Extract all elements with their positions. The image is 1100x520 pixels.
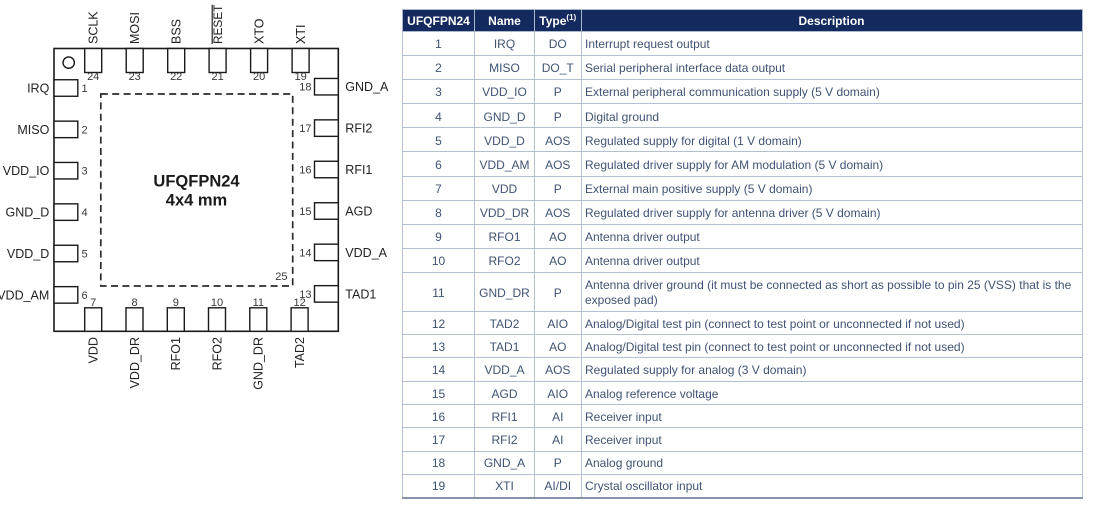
svg-text:12: 12 (293, 297, 305, 309)
svg-text:2: 2 (82, 124, 88, 136)
svg-text:8: 8 (131, 297, 137, 309)
svg-text:GND_D: GND_D (6, 206, 50, 220)
svg-text:22: 22 (170, 71, 182, 83)
svg-text:RFO1: RFO1 (169, 337, 183, 370)
svg-text:4x4 mm: 4x4 mm (166, 192, 227, 210)
svg-text:23: 23 (129, 71, 141, 83)
svg-text:VDD: VDD (87, 337, 101, 363)
svg-text:3: 3 (82, 166, 88, 178)
svg-text:GND_DR: GND_DR (252, 337, 266, 390)
svg-text:RFI1: RFI1 (345, 163, 372, 177)
svg-text:RFO2: RFO2 (210, 337, 224, 370)
svg-text:10: 10 (211, 297, 223, 309)
svg-text:16: 16 (299, 165, 311, 177)
svg-text:19: 19 (294, 71, 306, 83)
svg-text:21: 21 (211, 71, 223, 83)
svg-text:TAD1: TAD1 (345, 287, 376, 301)
svg-text:15: 15 (299, 206, 311, 218)
svg-text:UFQFPN24: UFQFPN24 (153, 172, 240, 190)
svg-text:18: 18 (299, 82, 311, 94)
svg-text:RFI2: RFI2 (345, 122, 372, 136)
svg-text:RESET: RESET (211, 5, 225, 44)
svg-text:SCLK: SCLK (87, 11, 101, 44)
svg-text:VDD_A: VDD_A (345, 246, 387, 260)
svg-text:MISO: MISO (17, 123, 49, 137)
svg-text:XTO: XTO (253, 18, 267, 44)
svg-text:14: 14 (299, 247, 311, 259)
svg-text:AGD: AGD (345, 204, 372, 218)
svg-text:13: 13 (299, 289, 311, 301)
svg-text:20: 20 (253, 71, 265, 83)
svg-text:17: 17 (299, 123, 311, 135)
svg-text:7: 7 (90, 297, 96, 309)
svg-text:1: 1 (82, 83, 88, 95)
svg-text:6: 6 (82, 290, 88, 302)
svg-text:BSS: BSS (170, 19, 184, 44)
svg-text:24: 24 (87, 71, 99, 83)
svg-text:25: 25 (275, 271, 287, 283)
svg-text:GND_A: GND_A (345, 80, 389, 94)
svg-text:XTI: XTI (294, 25, 308, 44)
svg-text:4: 4 (82, 207, 88, 219)
svg-text:IRQ: IRQ (27, 81, 50, 95)
svg-text:11: 11 (253, 297, 264, 309)
svg-text:TAD2: TAD2 (293, 337, 307, 368)
svg-text:5: 5 (82, 249, 88, 261)
svg-text:VDD_AM: VDD_AM (0, 288, 49, 302)
svg-text:VDD_D: VDD_D (7, 247, 49, 261)
svg-text:MOSI: MOSI (128, 12, 142, 44)
svg-text:VDD_IO: VDD_IO (3, 164, 50, 178)
svg-text:9: 9 (173, 297, 179, 309)
svg-text:VDD_DR: VDD_DR (128, 337, 142, 388)
